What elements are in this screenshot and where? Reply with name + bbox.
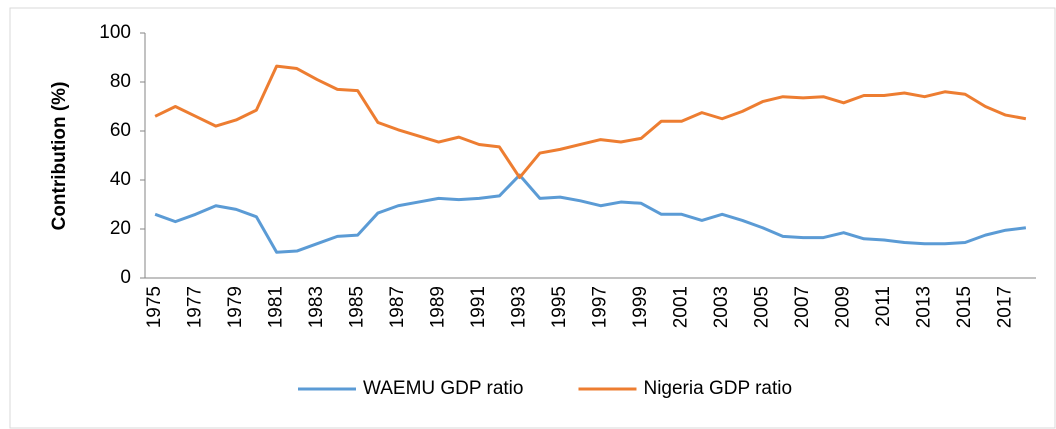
series-line — [154, 173, 1027, 254]
y-tick-label: 0 — [120, 267, 131, 288]
legend-label: WAEMU GDP ratio — [363, 378, 523, 399]
x-tick-label: 1991 — [468, 286, 489, 328]
y-axis-title: Contribution (%) — [49, 82, 70, 231]
series-line — [154, 64, 1027, 180]
y-tick-label: 20 — [110, 218, 131, 239]
x-tick-label: 2009 — [833, 286, 854, 328]
x-tick-label: 1983 — [306, 286, 327, 328]
x-tick-label: 1985 — [347, 286, 368, 328]
y-tick-label: 100 — [99, 22, 131, 43]
x-tick-label: 2001 — [671, 286, 692, 328]
x-tick-label: 2003 — [711, 286, 732, 328]
x-tick-label: 1977 — [185, 286, 206, 328]
x-tick-label: 1989 — [428, 286, 449, 328]
x-tick-label: 2005 — [752, 286, 773, 328]
x-tick-label: 1997 — [590, 286, 611, 328]
x-tick-label: 1995 — [549, 286, 570, 328]
x-tick-label: 1999 — [630, 286, 651, 328]
x-tick-label: 1993 — [509, 286, 530, 328]
y-tick-label: 60 — [110, 120, 131, 141]
x-tick-label: 2011 — [873, 286, 894, 327]
x-tick-label: 1987 — [387, 286, 408, 328]
legend-label: Nigeria GDP ratio — [643, 378, 792, 399]
x-tick-label: 1979 — [225, 286, 246, 328]
x-tick-label: 2013 — [914, 286, 935, 328]
x-tick-label: 2017 — [995, 286, 1016, 328]
x-tick-label: 1981 — [266, 286, 287, 328]
y-tick-label: 40 — [110, 169, 131, 190]
x-tick-label: 2007 — [792, 286, 813, 328]
x-tick-label: 2015 — [954, 286, 975, 328]
y-tick-label: 80 — [110, 71, 131, 92]
x-tick-label: 1975 — [144, 286, 165, 328]
